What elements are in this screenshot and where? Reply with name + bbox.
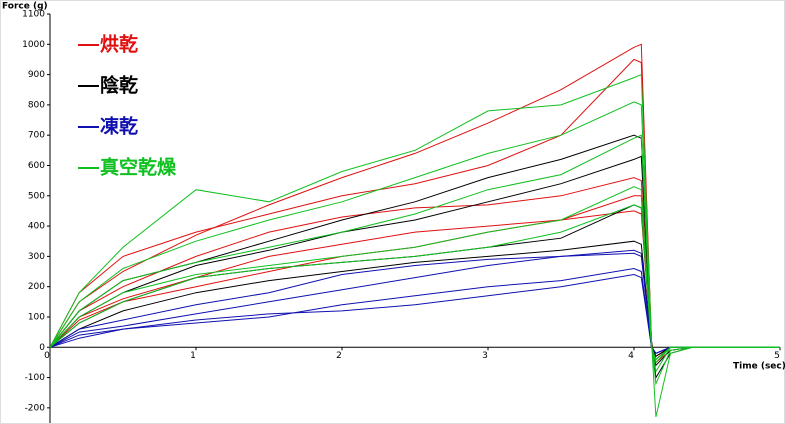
legend-entry: 烘乾 bbox=[100, 33, 138, 56]
x-tick-label: 4 bbox=[628, 351, 634, 361]
y-tick-label: 900 bbox=[28, 70, 45, 80]
legend-entry: 凍乾 bbox=[100, 115, 138, 138]
x-tick-label: 5 bbox=[774, 351, 780, 361]
x-tick-label: 2 bbox=[336, 351, 342, 361]
y-tick-label: 300 bbox=[28, 252, 45, 262]
force-curve bbox=[49, 186, 780, 364]
y-tick-label: 1000 bbox=[22, 40, 45, 50]
y-tick-label: -100 bbox=[25, 373, 46, 383]
y-tick-label: 1100 bbox=[22, 10, 45, 20]
force-curve bbox=[49, 101, 780, 386]
x-axis-title: Time (sec) bbox=[733, 362, 785, 372]
legend-entry: 陰乾 bbox=[100, 74, 138, 97]
y-tick-label: 0 bbox=[39, 343, 45, 353]
force-curve bbox=[49, 155, 780, 367]
force-curve bbox=[49, 204, 780, 361]
y-axis-title: Force (g) bbox=[2, 2, 48, 12]
y-tick-label: -200 bbox=[25, 403, 46, 413]
force-curve bbox=[49, 267, 780, 354]
x-tick-label: 0 bbox=[44, 351, 50, 361]
y-tick-label: 100 bbox=[28, 312, 45, 322]
legend-entry: 真空乾燥 bbox=[100, 156, 177, 179]
force-curve bbox=[49, 58, 780, 364]
y-tick-label: 600 bbox=[28, 161, 45, 171]
force-curve bbox=[49, 240, 780, 358]
y-tick-label: 200 bbox=[28, 282, 45, 292]
y-tick-label: 800 bbox=[28, 100, 45, 110]
x-tick-label: 3 bbox=[482, 351, 488, 361]
y-tick-label: 400 bbox=[28, 222, 45, 232]
force-curve bbox=[49, 134, 780, 373]
y-tick-label: 500 bbox=[28, 191, 45, 201]
x-tick-label: 1 bbox=[190, 351, 196, 361]
y-tick-label: 700 bbox=[28, 131, 45, 141]
force-curve bbox=[49, 73, 780, 418]
